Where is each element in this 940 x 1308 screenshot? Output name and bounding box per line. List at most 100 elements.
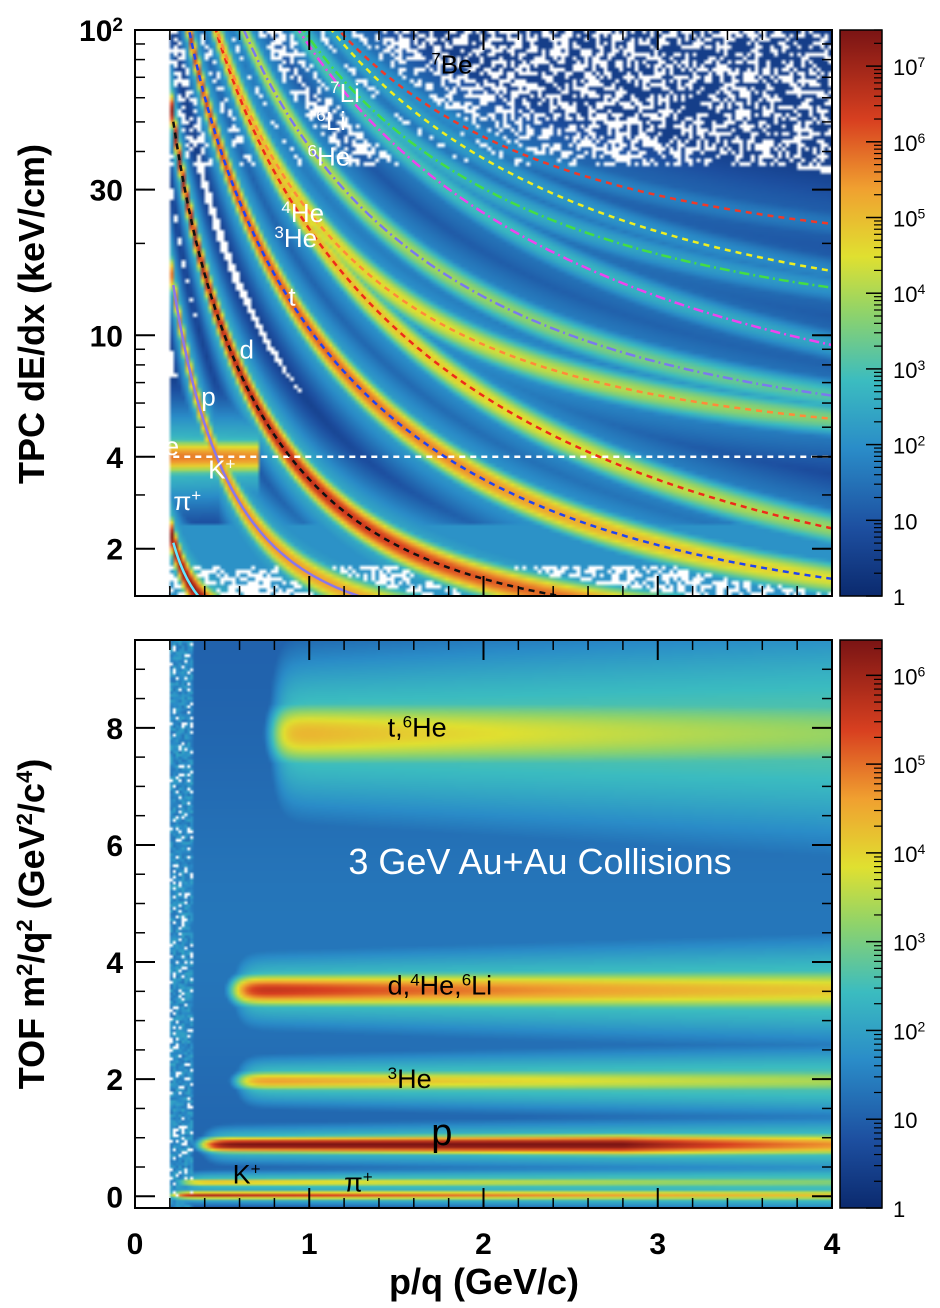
x-axis-label: p/q (GeV/c) [389, 1261, 579, 1302]
label-bottom-0-part: 6 [403, 712, 412, 731]
curve-7Li [329, 30, 832, 273]
colorbar-tick-text: 10 [893, 434, 917, 459]
top-heatmap [135, 30, 832, 596]
colorbar-tick-sup: 2 [917, 433, 925, 449]
y-tick-label: 2 [106, 534, 123, 567]
colorbar-tick-label: 1 [893, 585, 905, 610]
colorbar-tick-sup: 4 [917, 841, 925, 857]
label-bottom-1-part: 6 [462, 970, 471, 989]
label-main: Li [326, 106, 346, 136]
label-main: p [201, 381, 215, 411]
curve-6Li [301, 30, 832, 289]
label-bottom-2: 3He [388, 1063, 432, 1094]
label-sup: + [226, 454, 236, 473]
colorbar-tick-label: 10 [893, 1108, 917, 1133]
label-bottom-0-part: t, [388, 713, 403, 743]
collision-annotation: 3 GeV Au+Au Collisions [348, 841, 731, 882]
colorbar-tick-label: 106 [893, 130, 925, 156]
label-: π+ [173, 485, 201, 516]
colorbar-tick-text: 10 [893, 842, 917, 867]
label-bottom-3: p [431, 1112, 452, 1154]
bottom-x-ticks: 0 1 2 3 4 [127, 640, 841, 1261]
y-label-part: 2 [12, 919, 37, 931]
label-sup: 4 [281, 198, 290, 217]
label-bottom-1-part: He, [420, 970, 462, 1000]
label-bottom-5-part: π [344, 1168, 363, 1198]
label-bottom-4: K+ [233, 1159, 261, 1190]
colorbar-tick-label: 107 [893, 54, 925, 80]
label-sup: 6 [308, 141, 317, 160]
colorbar-tick-label: 102 [893, 433, 925, 459]
colorbar-tick-label: 103 [893, 930, 925, 956]
label-7Be: 7Be [431, 49, 472, 80]
label-main: d [240, 334, 254, 364]
y-label-part: 2 [12, 813, 37, 825]
x-tick-label: 3 [649, 1228, 666, 1261]
label-sup: 7 [330, 78, 339, 97]
colorbar-tick-text: 10 [893, 282, 917, 307]
colorbar-tick-label: 102 [893, 1018, 925, 1044]
bottom-colorbar-gradient [839, 639, 883, 1209]
colorbar-tick-sup: 4 [917, 281, 925, 297]
label-bottom-4-part: K [233, 1159, 251, 1189]
label-bottom-1-part: 4 [410, 970, 419, 989]
label-main: He [291, 198, 324, 228]
y-tick-text: 2 [106, 534, 123, 567]
label-7Li: 7Li [330, 78, 360, 109]
colorbar-tick-text: 1 [893, 585, 905, 610]
y-tick-label: 8 [106, 713, 123, 746]
label-sup: 3 [274, 222, 283, 241]
label-sup: 7 [431, 49, 440, 68]
y-tick-label: 4 [106, 442, 123, 475]
top-colorbar-gradient [839, 29, 883, 597]
colorbar-tick-label: 103 [893, 357, 925, 383]
colorbar-tick-label: 104 [893, 841, 925, 867]
colorbar-tick-label: 10 [893, 509, 917, 534]
y-tick-label: 30 [90, 175, 123, 208]
y-tick-label: 4 [106, 947, 123, 980]
y-label-part: 2 [12, 964, 37, 976]
y-tick-label: 6 [106, 830, 123, 863]
label-sup: + [191, 485, 201, 504]
label-main: Li [340, 78, 360, 108]
y-tick-text: 10 [79, 15, 112, 48]
label-e: e [165, 431, 179, 461]
curve-t [214, 30, 832, 530]
label-bottom-5: π+ [344, 1167, 373, 1198]
y-label-part: /c [11, 783, 52, 813]
y-tick-text: 10 [90, 320, 123, 353]
label-bottom-4-part: + [251, 1159, 261, 1178]
colorbar-tick-label: 1 [893, 1197, 905, 1222]
curve-3He [215, 30, 832, 420]
y-label-part: TOF m [11, 976, 52, 1089]
colorbar-tick-text: 1 [893, 1197, 905, 1222]
label-main: He [317, 141, 350, 171]
colorbar-tick-text: 10 [893, 664, 917, 689]
curve-d [187, 30, 832, 581]
y-label-part: /q [11, 932, 52, 964]
x-tick-label: 1 [301, 1228, 318, 1261]
colorbar-tick-text: 10 [893, 358, 917, 383]
label-p: p [201, 381, 215, 411]
colorbar-tick-sup: 3 [917, 930, 925, 946]
colorbar-tick-label: 105 [893, 206, 925, 232]
y-label-part: ) [11, 759, 52, 771]
bottom-heatmap [135, 640, 832, 1208]
curve-7Be [336, 30, 832, 226]
y-tick-label: 0 [106, 1181, 123, 1214]
colorbar-tick-sup: 3 [917, 357, 925, 373]
top-y-axis-label: TPC dE/dx (keV/cm) [11, 144, 52, 484]
colorbar-tick-sup: 5 [917, 206, 925, 222]
label-bottom-1-part: Li [471, 970, 492, 1000]
colorbar-tick-label: 104 [893, 281, 925, 307]
curve-K [172, 284, 363, 596]
label-bottom-2-part: He [397, 1064, 432, 1094]
label-bottom-0: t,6He [388, 712, 447, 743]
